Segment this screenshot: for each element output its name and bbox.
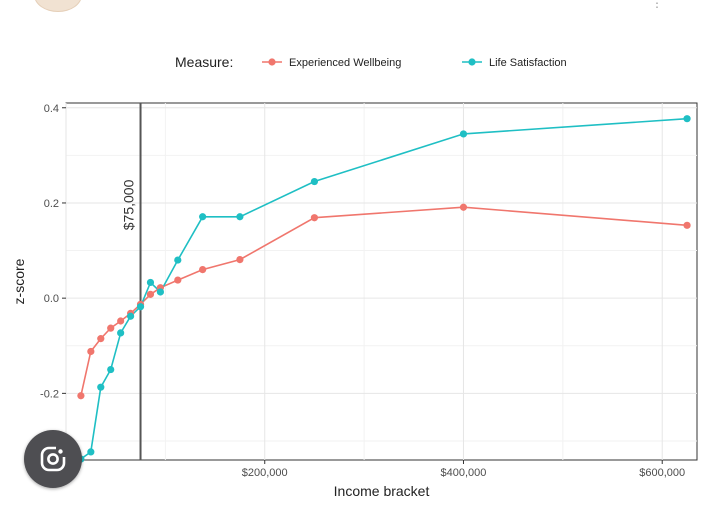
more-dots-icon[interactable]: ⋮ (651, 0, 663, 10)
data-point-1-14 (683, 115, 691, 123)
google-lens-icon (40, 445, 67, 472)
x-tick-label: $400,000 (441, 467, 487, 479)
plot-panel (65, 102, 698, 461)
data-point-1-12 (310, 177, 319, 186)
data-point-0-14 (683, 221, 691, 229)
threshold-line: $75,000 (121, 103, 142, 460)
google-lens-button[interactable] (24, 430, 82, 488)
legend-key-point-1 (468, 58, 476, 66)
data-point-1-13 (459, 130, 468, 138)
data-point-1-8 (156, 288, 165, 296)
y-tick-label: -0.2 (40, 388, 59, 400)
x-tick-label: $600,000 (639, 467, 685, 479)
legend-item-label-0: Experienced Wellbeing (289, 57, 401, 69)
data-point-0-0 (77, 392, 85, 400)
data-point-1-11 (236, 213, 244, 221)
data-point-1-2 (97, 383, 105, 391)
grid (65, 103, 697, 460)
data-point-1-6 (136, 303, 145, 311)
data-point-0-13 (459, 203, 468, 211)
y-axis-label: z-score (11, 258, 27, 304)
threshold-label: $75,000 (121, 179, 137, 230)
data-point-1-7 (146, 278, 155, 287)
x-tick-label: $200,000 (242, 467, 288, 479)
axes: $0$200,000$400,000$600,000-0.20.00.20.4I… (11, 103, 685, 499)
x-axis-label: Income bracket (334, 483, 430, 499)
data-point-1-3 (107, 365, 115, 374)
data-point-0-1 (87, 347, 95, 356)
data-point-0-10 (199, 266, 207, 274)
data-point-0-4 (117, 317, 125, 325)
data-point-0-7 (146, 290, 155, 298)
data-point-0-12 (310, 214, 319, 222)
data-point-1-10 (199, 213, 207, 221)
data-point-0-2 (97, 335, 105, 343)
data-point-0-9 (174, 276, 182, 284)
data-point-0-3 (107, 324, 115, 332)
data-point-1-5 (126, 312, 135, 320)
legend-key-point-0 (268, 58, 276, 66)
legend-title: Measure: (175, 54, 233, 70)
data-point-1-1 (87, 448, 95, 456)
top-strip: ⋮ (0, 0, 720, 14)
series-group (77, 115, 691, 463)
legend-item-label-1: Life Satisfaction (489, 57, 567, 69)
y-tick-label: 0.2 (44, 198, 59, 210)
y-tick-label: 0.0 (44, 293, 59, 305)
y-tick-label: 0.4 (44, 103, 59, 115)
data-point-1-9 (174, 256, 182, 264)
data-point-0-11 (236, 256, 244, 264)
legend: Measure: Experienced Wellbeing Life Satisf… (175, 54, 567, 70)
data-point-1-4 (117, 329, 125, 337)
